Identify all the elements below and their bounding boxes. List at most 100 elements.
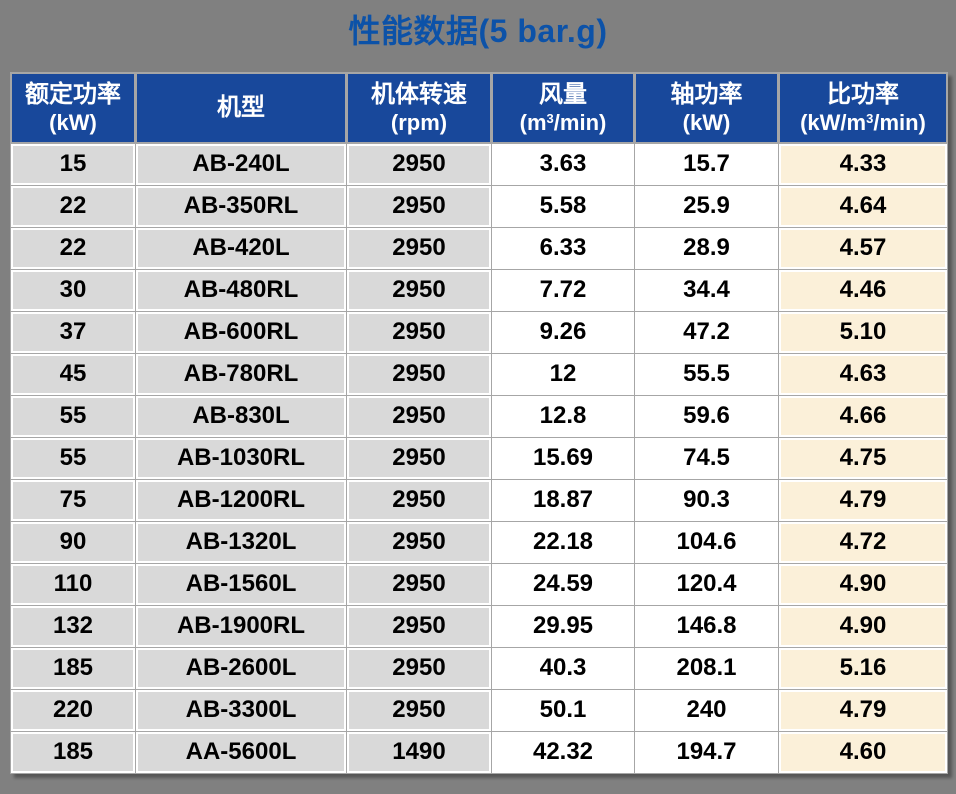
data-cell: AB-3300L	[136, 689, 346, 731]
data-cell: 4.79	[779, 479, 947, 521]
table-body: 15 AB-240L 2950 3.63 15.7 4.33 22 AB-350RL 2950 5…	[11, 143, 947, 773]
column-header: 额定功率 (kW)	[11, 72, 135, 143]
data-cell: 47.2	[635, 311, 778, 353]
data-cell: 4.57	[779, 227, 947, 269]
data-cell: 2950	[347, 227, 491, 269]
data-cell: 74.5	[635, 437, 778, 479]
data-cell: 28.9	[635, 227, 778, 269]
data-cell: 4.46	[779, 269, 947, 311]
data-cell: 2950	[347, 605, 491, 647]
data-cell: 15.69	[492, 437, 634, 479]
data-cell: 4.33	[779, 143, 947, 185]
column-header: 机体转速 (rpm)	[347, 72, 491, 143]
table-row: 55 AB-830L 2950 12.8 59.6 4.66	[11, 395, 947, 437]
data-cell: AB-1030RL	[136, 437, 346, 479]
data-cell: 50.1	[492, 689, 634, 731]
data-cell: AB-1320L	[136, 521, 346, 563]
table-row: 45 AB-780RL 2950 12 55.5 4.63	[11, 353, 947, 395]
data-cell: 2950	[347, 311, 491, 353]
data-cell: AB-480RL	[136, 269, 346, 311]
column-header: 风量 (m3/min)	[492, 72, 634, 143]
table-row: 185 AB-2600L 2950 40.3 208.1 5.16	[11, 647, 947, 689]
data-cell: 90.3	[635, 479, 778, 521]
column-header-unit: (rpm)	[390, 109, 448, 135]
data-cell: 5.10	[779, 311, 947, 353]
data-cell: 37	[11, 311, 135, 353]
data-cell: 2950	[347, 353, 491, 395]
data-cell: 34.4	[635, 269, 778, 311]
data-cell: 185	[11, 647, 135, 689]
data-cell: 2950	[347, 647, 491, 689]
data-cell: 110	[11, 563, 135, 605]
data-cell: 22.18	[492, 521, 634, 563]
data-cell: 75	[11, 479, 135, 521]
table-row: 30 AB-480RL 2950 7.72 34.4 4.46	[11, 269, 947, 311]
data-cell: AB-1200RL	[136, 479, 346, 521]
data-cell: AB-780RL	[136, 353, 346, 395]
data-cell: 4.60	[779, 731, 947, 773]
column-header: 轴功率 (kW)	[635, 72, 778, 143]
data-cell: 5.16	[779, 647, 947, 689]
data-cell: 2950	[347, 143, 491, 185]
data-cell: 4.66	[779, 395, 947, 437]
table-row: 37 AB-600RL 2950 9.26 47.2 5.10	[11, 311, 947, 353]
data-cell: 194.7	[635, 731, 778, 773]
data-cell: 132	[11, 605, 135, 647]
data-cell: 15	[11, 143, 135, 185]
column-header-title: 比功率	[827, 80, 899, 108]
data-cell: 24.59	[492, 563, 634, 605]
data-cell: AB-1560L	[136, 563, 346, 605]
data-cell: AB-350RL	[136, 185, 346, 227]
page-title: 性能数据(5 bar.g)	[348, 13, 608, 49]
data-cell: 220	[11, 689, 135, 731]
data-cell: 2950	[347, 395, 491, 437]
data-cell: 4.90	[779, 563, 947, 605]
table-row: 110 AB-1560L 2950 24.59 120.4 4.90	[11, 563, 947, 605]
data-cell: 45	[11, 353, 135, 395]
data-cell: 12	[492, 353, 634, 395]
column-header-title: 机型	[217, 93, 265, 121]
data-cell: 2950	[347, 185, 491, 227]
data-cell: 104.6	[635, 521, 778, 563]
data-cell: 2950	[347, 521, 491, 563]
column-header-title: 轴功率	[670, 80, 743, 108]
data-cell: AB-600RL	[136, 311, 346, 353]
data-cell: 40.3	[492, 647, 634, 689]
table-row: 90 AB-1320L 2950 22.18 104.6 4.72	[11, 521, 947, 563]
data-cell: AB-1900RL	[136, 605, 346, 647]
data-cell: 5.58	[492, 185, 634, 227]
table-row: 185 AA-5600L 1490 42.32 194.7 4.60	[11, 731, 947, 773]
data-cell: 2950	[347, 437, 491, 479]
data-cell: 30	[11, 269, 135, 311]
data-cell: 59.6	[635, 395, 778, 437]
data-cell: AB-240L	[136, 143, 346, 185]
data-cell: 4.64	[779, 185, 947, 227]
data-cell: 2950	[347, 689, 491, 731]
table-row: 75 AB-1200RL 2950 18.87 90.3 4.79	[11, 479, 947, 521]
data-cell: 22	[11, 227, 135, 269]
column-header-unit: (kW/m3/min)	[800, 109, 926, 135]
column-header: 比功率 (kW/m3/min)	[779, 72, 947, 143]
data-cell: 208.1	[635, 647, 778, 689]
data-cell: 2950	[347, 479, 491, 521]
data-cell: AB-830L	[136, 395, 346, 437]
header-row: 额定功率 (kW) 机型 机体转速 (rpm) 风量 (m3/min) 轴功率 (kW) 比功率(…	[11, 72, 947, 143]
data-cell: AA-5600L	[136, 731, 346, 773]
data-cell: 6.33	[492, 227, 634, 269]
data-cell: 15.7	[635, 143, 778, 185]
data-cell: 240	[635, 689, 778, 731]
data-cell: 4.90	[779, 605, 947, 647]
data-cell: 4.63	[779, 353, 947, 395]
data-cell: AB-2600L	[136, 647, 346, 689]
page: 性能数据(5 bar.g) 额定功率 (kW) 机型 机体转速 (rpm) 风量 (m3/m…	[0, 9, 956, 774]
data-cell: 42.32	[492, 731, 634, 773]
table-header: 额定功率 (kW) 机型 机体转速 (rpm) 风量 (m3/min) 轴功率 (kW) 比功率(…	[11, 72, 947, 143]
column-header-unit: (kW)	[49, 109, 97, 135]
data-cell: 9.26	[492, 311, 634, 353]
data-cell: 120.4	[635, 563, 778, 605]
table-row: 55 AB-1030RL 2950 15.69 74.5 4.75	[11, 437, 947, 479]
data-cell: 12.8	[492, 395, 634, 437]
data-cell: 1490	[347, 731, 491, 773]
data-cell: 22	[11, 185, 135, 227]
data-cell: 146.8	[635, 605, 778, 647]
